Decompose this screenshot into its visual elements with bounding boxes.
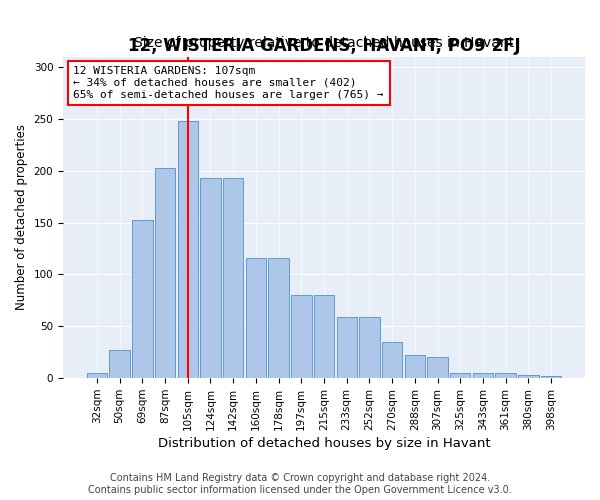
- Bar: [291, 295, 311, 378]
- Bar: [404, 356, 425, 378]
- X-axis label: Distribution of detached houses by size in Havant: Distribution of detached houses by size …: [158, 437, 490, 450]
- Bar: [245, 258, 266, 378]
- Bar: [109, 350, 130, 378]
- Bar: [518, 375, 539, 378]
- Bar: [268, 258, 289, 378]
- Text: 12 WISTERIA GARDENS: 107sqm
← 34% of detached houses are smaller (402)
65% of se: 12 WISTERIA GARDENS: 107sqm ← 34% of det…: [73, 66, 384, 100]
- Bar: [541, 376, 561, 378]
- Bar: [314, 295, 334, 378]
- Bar: [382, 342, 403, 378]
- Bar: [200, 178, 221, 378]
- Title: 12, WISTERIA GARDENS, HAVANT, PO9 2FJ: 12, WISTERIA GARDENS, HAVANT, PO9 2FJ: [128, 37, 520, 55]
- Bar: [337, 317, 357, 378]
- Bar: [87, 373, 107, 378]
- Bar: [223, 178, 244, 378]
- Bar: [427, 358, 448, 378]
- Y-axis label: Number of detached properties: Number of detached properties: [15, 124, 28, 310]
- Bar: [155, 168, 175, 378]
- Bar: [496, 373, 516, 378]
- Bar: [178, 121, 198, 378]
- Text: Contains HM Land Registry data © Crown copyright and database right 2024.
Contai: Contains HM Land Registry data © Crown c…: [88, 474, 512, 495]
- Bar: [132, 220, 152, 378]
- Text: Size of property relative to detached houses in Havant: Size of property relative to detached ho…: [134, 36, 514, 51]
- Bar: [473, 373, 493, 378]
- Bar: [359, 317, 380, 378]
- Bar: [450, 373, 470, 378]
